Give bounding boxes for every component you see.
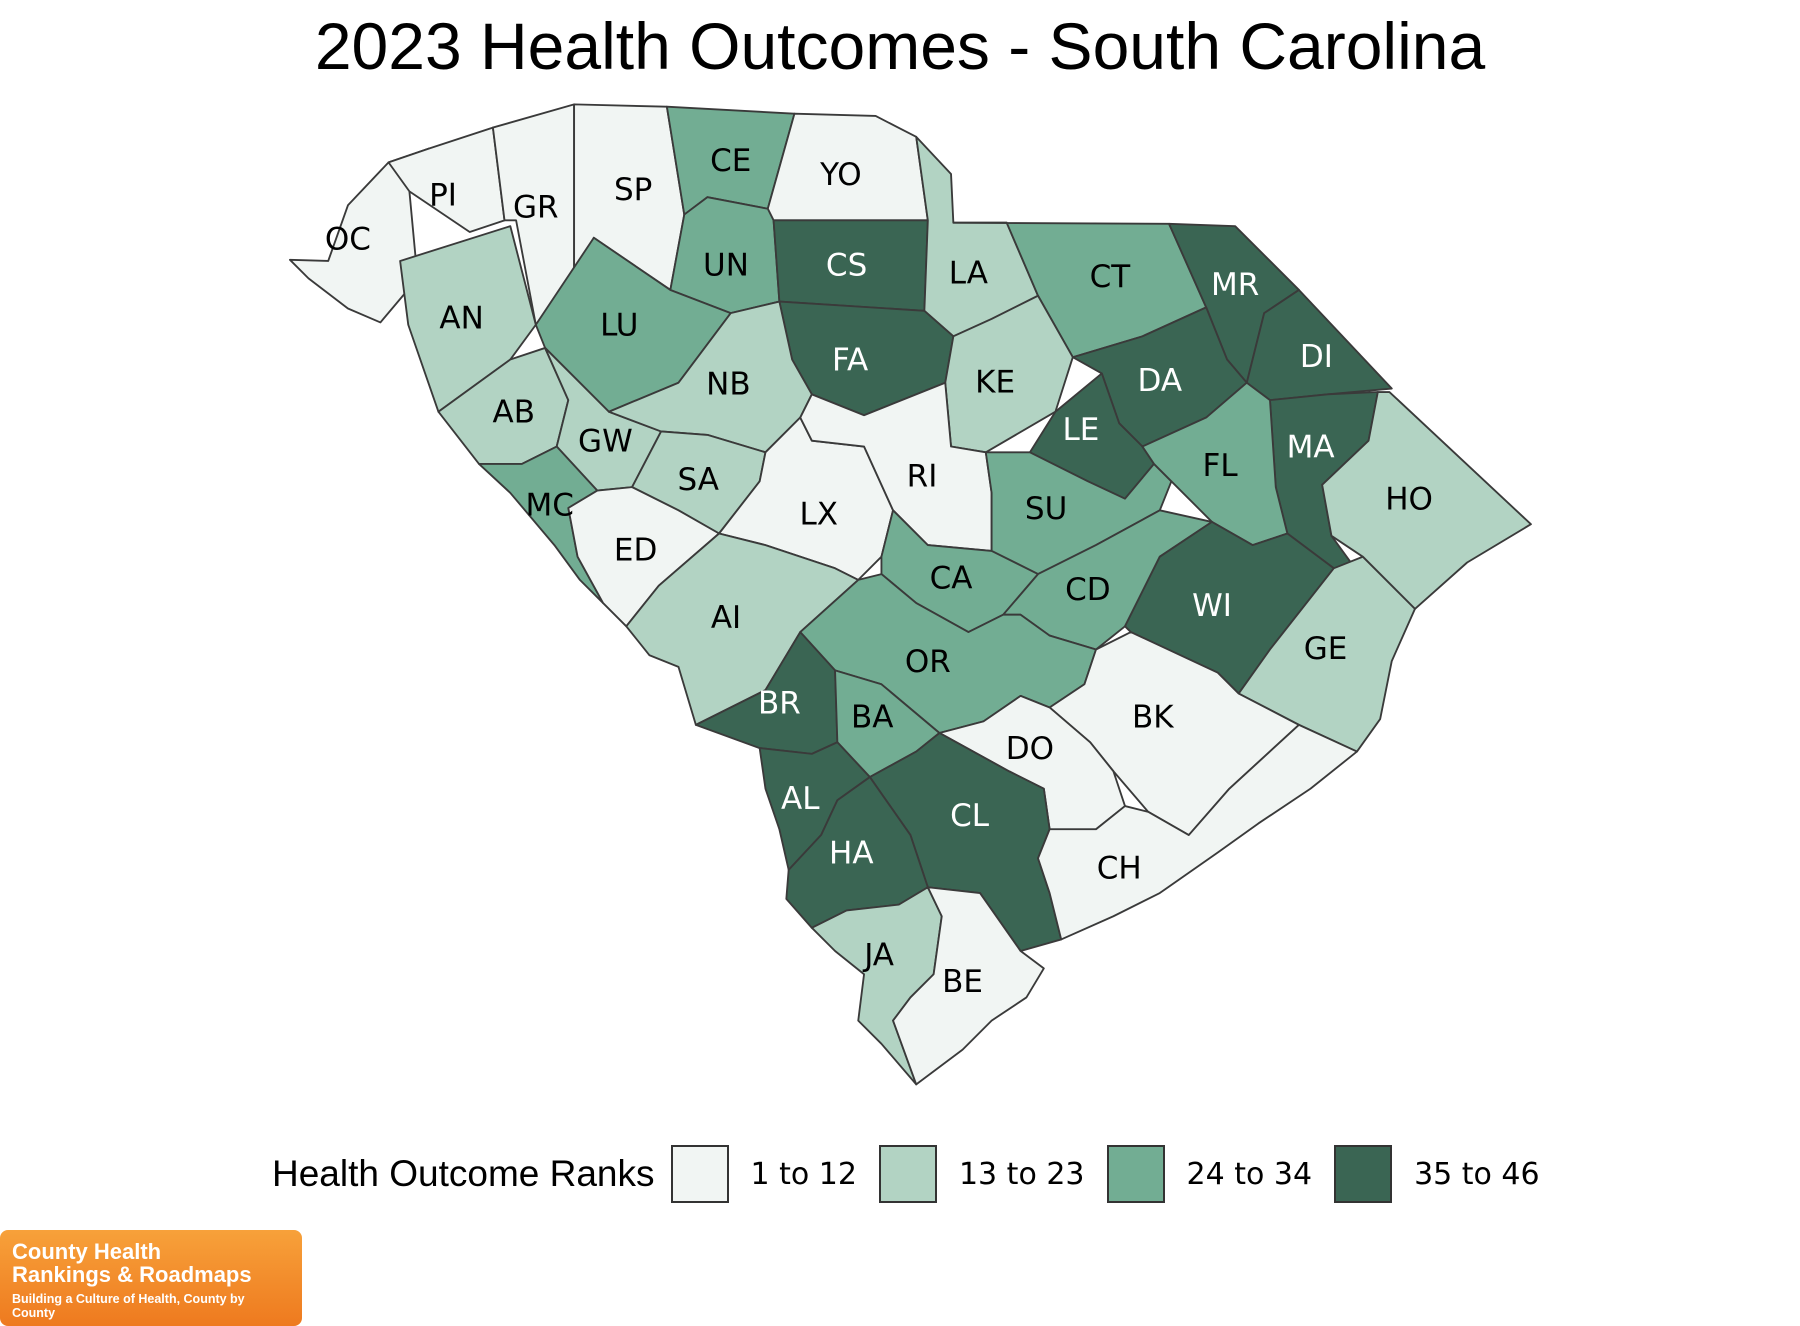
county-label-ke: KE: [975, 364, 1015, 400]
county-label-ch: CH: [1097, 850, 1142, 886]
county-label-br: BR: [758, 686, 801, 722]
county-label-sp: SP: [614, 172, 652, 208]
county-label-ai: AI: [711, 600, 741, 636]
county-label-ha: HA: [829, 835, 874, 871]
county-label-ab: AB: [493, 395, 535, 431]
county-label-lx: LX: [800, 497, 839, 533]
county-label-be: BE: [942, 964, 983, 1000]
county-label-le: LE: [1062, 412, 1099, 448]
county-su: [984, 451, 1173, 576]
county-label-ri: RI: [907, 458, 938, 494]
county-label-ca: CA: [930, 560, 973, 596]
county-label-bk: BK: [1132, 700, 1174, 736]
county-label-fa: FA: [832, 342, 868, 378]
county-label-do: DO: [1006, 731, 1054, 767]
county-label-ce: CE: [710, 143, 751, 179]
county-label-nb: NB: [706, 367, 750, 403]
logo-line-2: Rankings & Roadmaps: [12, 1262, 252, 1287]
county-label-fl: FL: [1203, 448, 1239, 484]
county-label-un: UN: [703, 247, 749, 283]
legend-item-24-to-34: 24 to 34: [1106, 1145, 1313, 1203]
county-label-yo: YO: [819, 157, 862, 193]
county-label-cs: CS: [826, 247, 867, 283]
legend: Health Outcome Ranks 1 to 12 13 to 23 24…: [272, 1142, 1562, 1206]
county-label-ct: CT: [1090, 259, 1132, 295]
legend-label: 13 to 23: [958, 1156, 1085, 1192]
county-label-la: LA: [949, 255, 988, 291]
legend-label: 24 to 34: [1186, 1156, 1313, 1192]
county-label-su: SU: [1025, 491, 1067, 527]
legend-swatch: [1106, 1145, 1165, 1203]
county-label-ba: BA: [851, 700, 893, 736]
legend-label: 35 to 46: [1414, 1156, 1540, 1192]
county-label-di: DI: [1300, 339, 1333, 375]
county-label-ma: MA: [1287, 429, 1335, 465]
county-label-da: DA: [1138, 363, 1183, 399]
county-label-cd: CD: [1065, 572, 1111, 608]
legend-item-35-to-46: 35 to 46: [1334, 1145, 1540, 1203]
county-label-sa: SA: [677, 462, 718, 498]
county-label-mc: MC: [525, 487, 573, 523]
map-title: 2023 Health Outcomes - South Carolina: [314, 9, 1486, 83]
county-ch: [1037, 723, 1358, 941]
county-label-an: AN: [439, 301, 483, 337]
legend-swatch: [670, 1145, 729, 1203]
county-label-ed: ED: [614, 533, 657, 569]
county-label-pi: PI: [429, 178, 457, 214]
county-label-al: AL: [781, 781, 820, 817]
county-label-or: OR: [905, 644, 951, 680]
legend-swatch: [878, 1145, 937, 1203]
logo-tagline: Building a Culture of Health, County by …: [12, 1292, 245, 1320]
county-label-ja: JA: [862, 937, 894, 973]
county-label-cl: CL: [950, 798, 990, 834]
legend-item-13-to-23: 13 to 23: [878, 1145, 1085, 1203]
county-label-gr: GR: [513, 189, 559, 225]
legend-title: Health Outcome Ranks: [272, 1153, 655, 1194]
county-label-ge: GE: [1304, 631, 1348, 667]
county-label-lu: LU: [600, 308, 638, 344]
county-label-gw: GW: [578, 424, 633, 460]
county-label-mr: MR: [1211, 267, 1259, 303]
county-be: [892, 886, 1045, 1086]
county-label-wi: WI: [1192, 588, 1232, 624]
county-label-ho: HO: [1385, 482, 1433, 518]
legend-swatch: [1334, 1145, 1393, 1203]
legend-item-1-to-12: 1 to 12: [670, 1145, 857, 1203]
logo-line-1: County Health: [12, 1239, 162, 1264]
chrr-logo: County Health Rankings & Roadmaps Buildi…: [0, 1230, 302, 1326]
county-label-oc: OC: [325, 222, 371, 258]
legend-label: 1 to 12: [750, 1156, 857, 1192]
